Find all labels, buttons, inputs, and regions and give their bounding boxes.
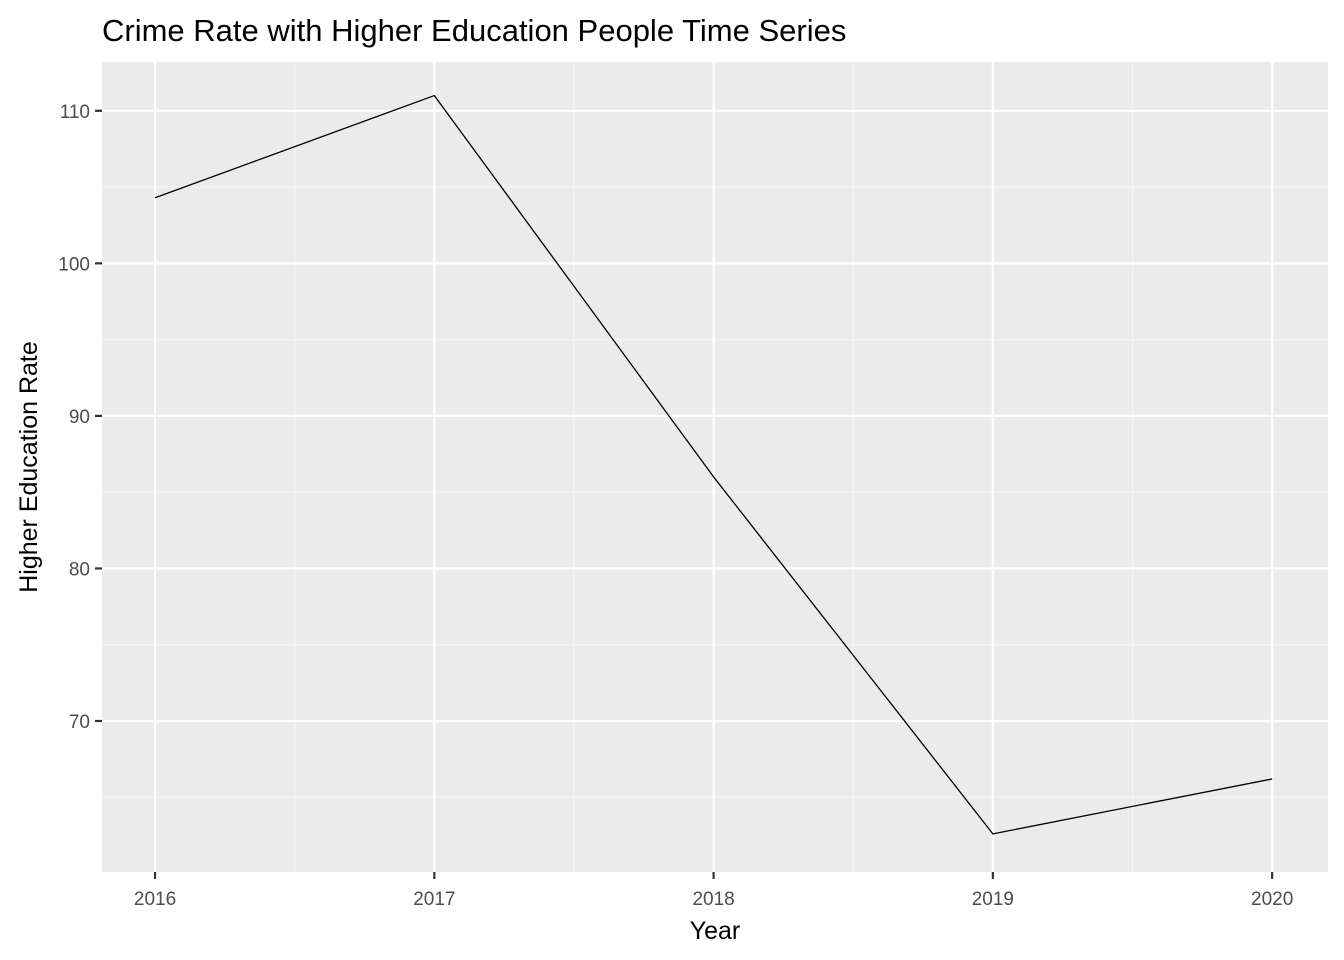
x-tick-label: 2016 (134, 889, 176, 910)
y-tick-label: 110 (60, 102, 90, 123)
x-axis-ticks (155, 872, 1272, 879)
y-tick-label: 100 (58, 254, 90, 275)
x-axis-title: Year (690, 917, 741, 945)
x-axis-tick-labels: 2016 2017 2018 2019 2020 (134, 889, 1293, 910)
y-axis-ticks (95, 111, 102, 721)
plot-panel (102, 62, 1328, 872)
y-tick-label: 80 (69, 559, 90, 580)
y-axis-tick-labels: 70 80 90 100 110 (58, 102, 90, 733)
chart-title: Crime Rate with Higher Education People … (102, 13, 846, 48)
x-tick-label: 2018 (692, 889, 734, 910)
x-tick-label: 2019 (972, 889, 1014, 910)
x-tick-label: 2017 (413, 889, 455, 910)
y-tick-label: 70 (69, 712, 90, 733)
x-tick-label: 2020 (1251, 889, 1293, 910)
y-axis-title: Higher Education Rate (15, 341, 43, 593)
y-tick-label: 90 (69, 407, 90, 428)
